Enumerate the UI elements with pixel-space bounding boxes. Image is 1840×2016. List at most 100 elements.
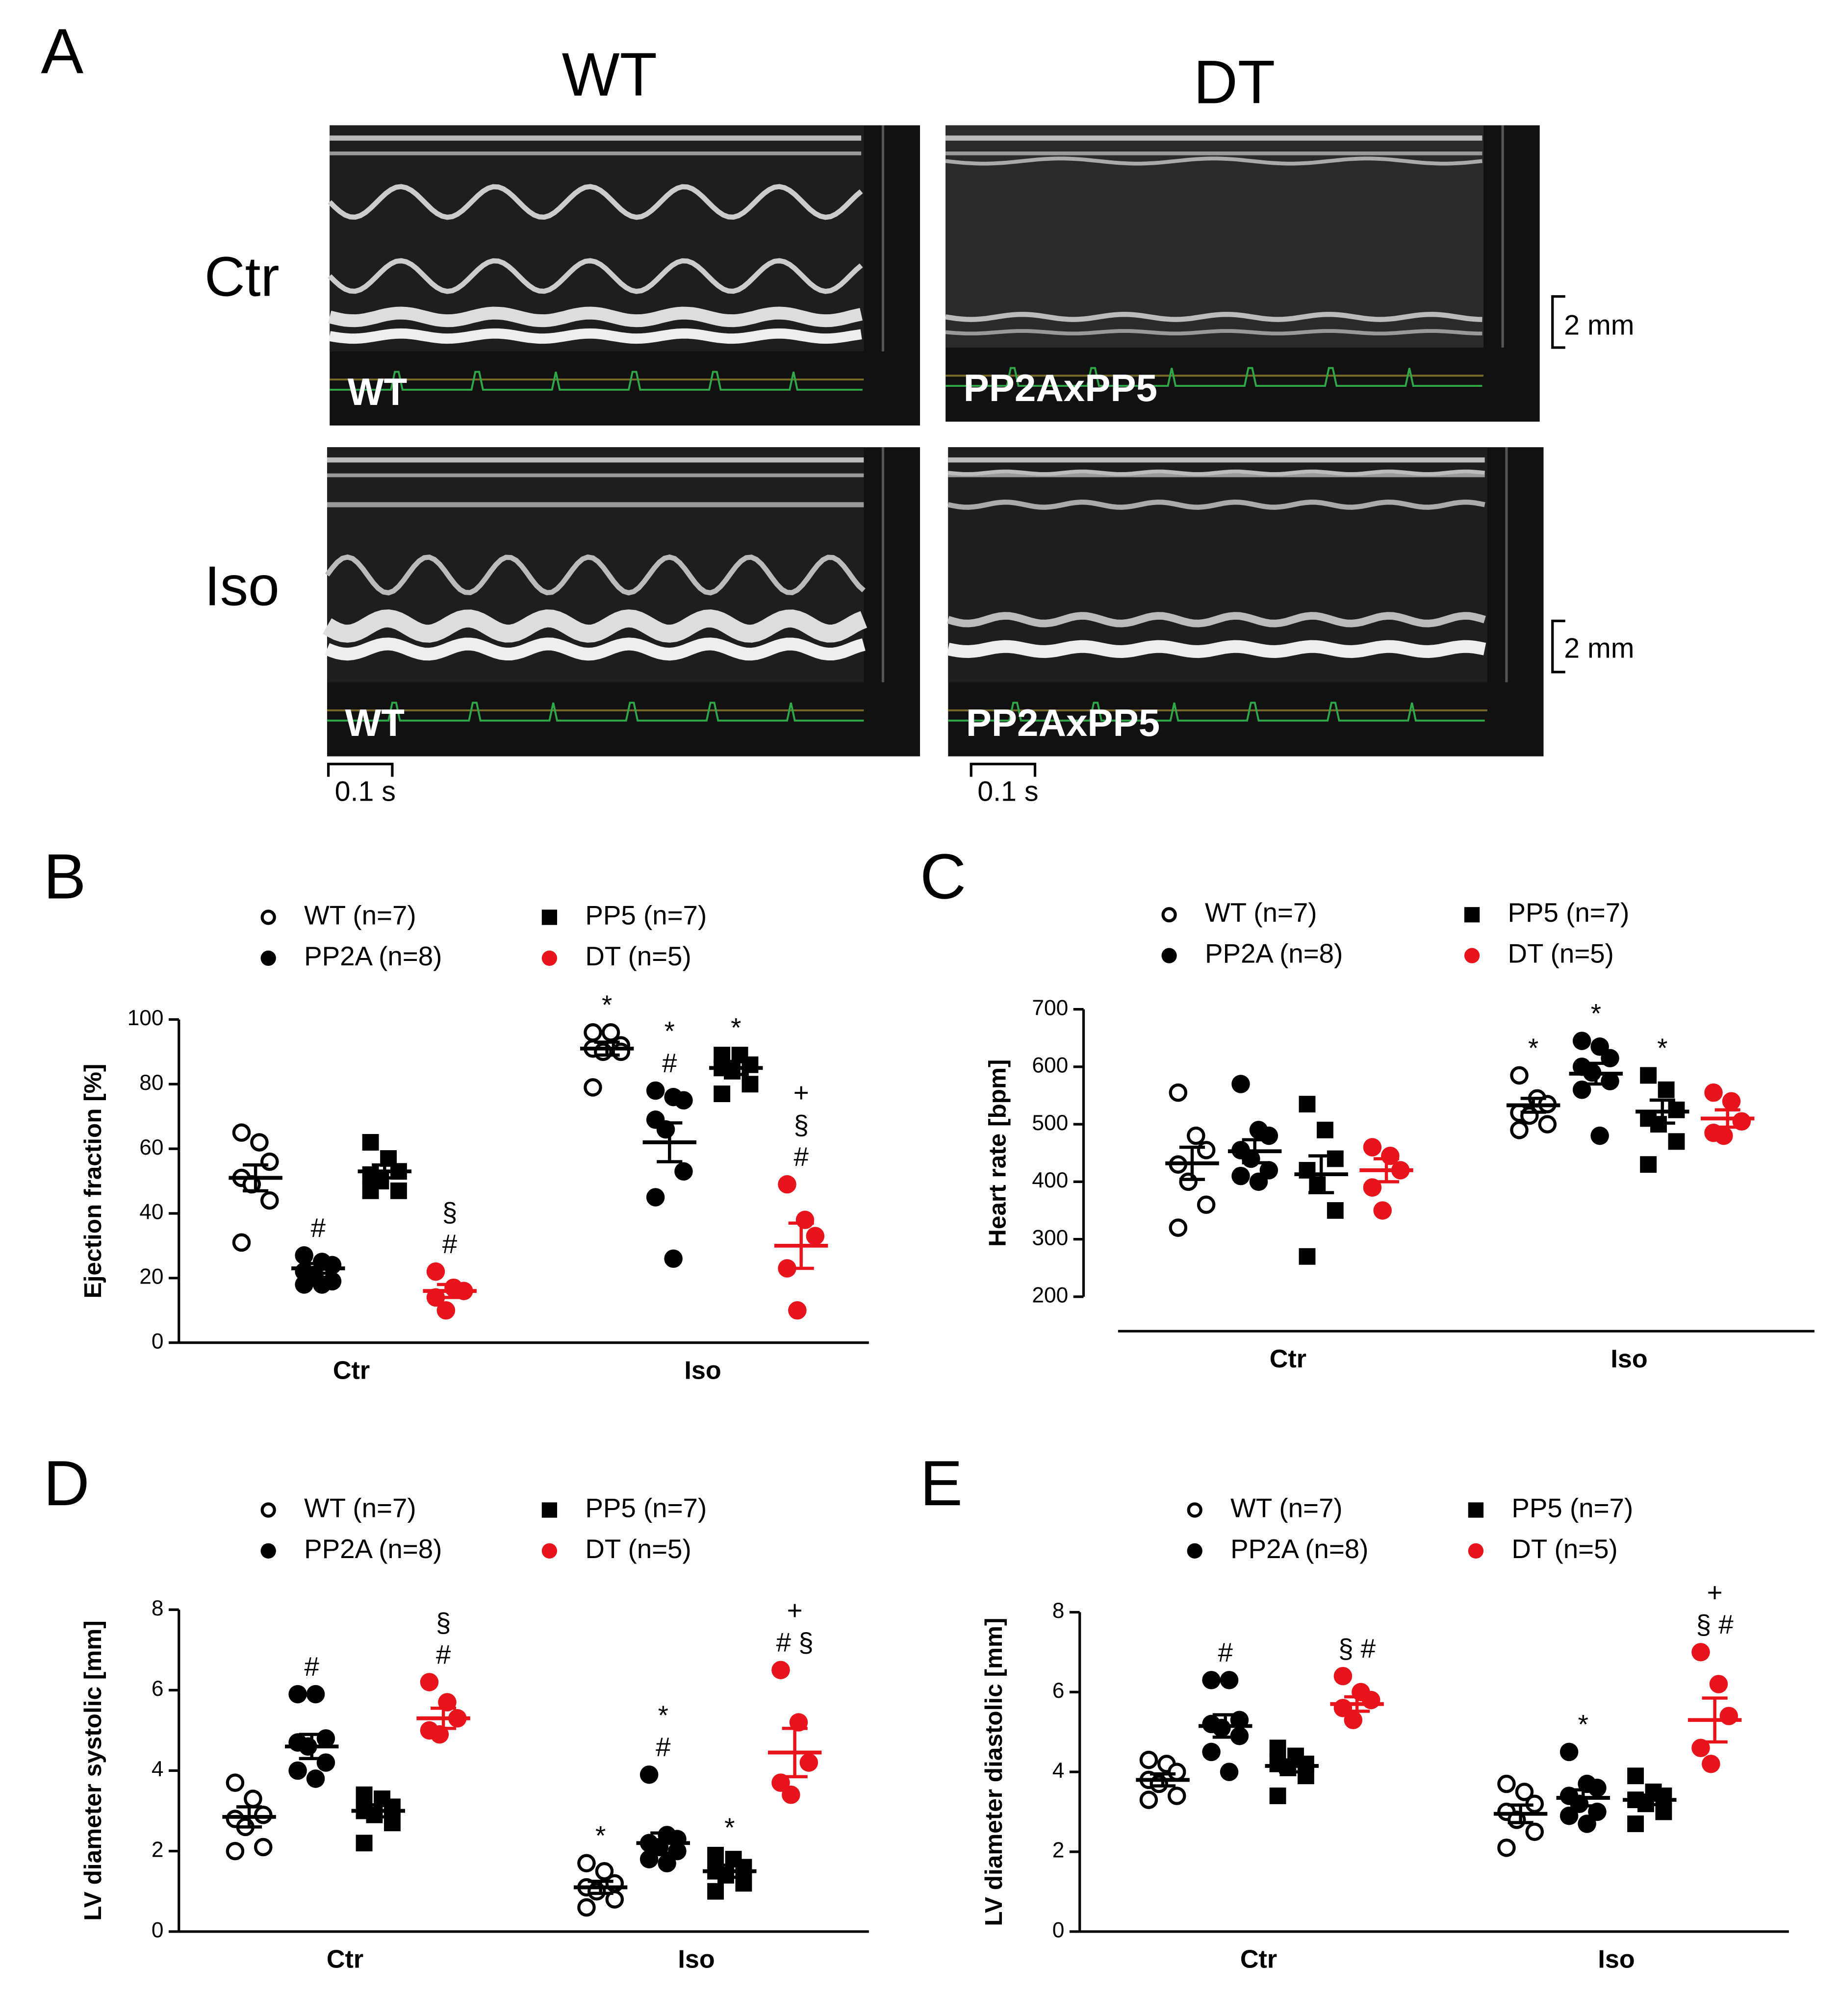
data-point <box>1202 1742 1221 1762</box>
data-point <box>1691 1643 1710 1662</box>
data-point <box>788 1301 807 1320</box>
data-point <box>1588 1778 1607 1797</box>
data-point <box>1510 1066 1529 1085</box>
scale-label: 0.1 s <box>977 776 1038 807</box>
data-point <box>1327 1202 1344 1219</box>
data-point <box>1719 1707 1738 1725</box>
data-point <box>778 1259 796 1278</box>
data-point <box>707 1883 724 1900</box>
data-point <box>724 1062 741 1080</box>
row-title: Ctr <box>204 246 280 308</box>
data-point <box>1373 1201 1392 1220</box>
y-tick-label: 300 <box>1032 1226 1068 1250</box>
significance-mark: * <box>658 1700 668 1730</box>
data-point <box>288 1761 307 1780</box>
significance-mark: * <box>602 989 612 1020</box>
ecg-trace <box>327 702 864 722</box>
data-point <box>1344 1711 1363 1730</box>
data-point <box>362 1134 379 1151</box>
significance-mark: § <box>436 1607 451 1638</box>
legend-marker <box>1468 1502 1484 1518</box>
y-tick-label: 400 <box>1032 1168 1068 1192</box>
data-point <box>1139 1750 1158 1769</box>
legend-marker <box>260 950 276 966</box>
scale-label: 0.1 s <box>335 776 396 807</box>
echo-depth-scale <box>1501 125 1504 348</box>
significance-mark: * <box>724 1812 735 1842</box>
data-point <box>584 1023 602 1042</box>
significance-mark: * <box>731 1012 741 1042</box>
x-tick-label: Ctr <box>1270 1345 1306 1373</box>
legend-marker <box>1187 1543 1202 1559</box>
legend-label: PP2A (n=8) <box>1205 938 1343 969</box>
data-point <box>1197 1195 1216 1214</box>
legend-label: DT (n=5) <box>1511 1534 1617 1564</box>
data-point <box>674 1162 693 1181</box>
y-tick-label: 0 <box>152 1329 164 1353</box>
y-tick-label: 700 <box>1032 996 1068 1020</box>
significance-mark: § <box>442 1197 457 1227</box>
data-point <box>390 1182 407 1199</box>
data-point <box>288 1685 307 1704</box>
data-point <box>226 1841 245 1861</box>
data-point <box>741 1076 759 1093</box>
significance-mark: § <box>793 1109 808 1140</box>
y-tick-label: 8 <box>1052 1599 1065 1623</box>
image-label: PP2AxPP5 <box>966 701 1160 744</box>
data-point <box>646 1081 665 1100</box>
y-tick-label: 0 <box>152 1918 164 1942</box>
data-point <box>1231 1075 1250 1093</box>
x-tick-label: Iso <box>684 1356 721 1385</box>
legend-marker <box>1464 907 1480 923</box>
y-axis-label: Heart rate [bpm] <box>984 1059 1011 1247</box>
panel-letter: E <box>920 1447 963 1519</box>
data-point <box>1299 1248 1316 1265</box>
data-point <box>1538 1115 1557 1134</box>
data-point <box>1722 1092 1741 1110</box>
data-point <box>1333 1666 1353 1686</box>
panel-a: A WT DT Ctr Iso 2 mm 2 mm 0.1 s 0.1 s WT… <box>41 15 1634 807</box>
chart: C 200 300 400 500 600 700 Heart rate [bpm] Ctr Is… <box>920 840 1814 1373</box>
significance-mark: * <box>595 1820 606 1851</box>
data-point <box>1702 1755 1720 1773</box>
data-point <box>646 1188 665 1207</box>
data-point <box>1269 1739 1286 1757</box>
y-tick-label: 200 <box>1032 1284 1068 1308</box>
significance-mark: # <box>662 1048 677 1078</box>
x-tick-label: Ctr <box>333 1356 370 1385</box>
echo-wave <box>325 637 866 661</box>
scale-label: 2 mm <box>1564 309 1634 341</box>
data-point <box>674 1091 693 1110</box>
y-tick-label: 8 <box>152 1596 164 1620</box>
echo-wave <box>945 156 1482 166</box>
legend-marker <box>541 950 558 966</box>
data-point <box>1317 1121 1333 1138</box>
y-tick-label: 40 <box>139 1200 163 1224</box>
significance-mark: + <box>787 1595 803 1626</box>
y-tick-label: 80 <box>139 1071 163 1095</box>
data-point <box>254 1838 273 1857</box>
data-point <box>601 1023 620 1042</box>
data-point <box>658 1854 676 1873</box>
echo-depth-scale <box>881 447 885 682</box>
chart: D 0 2 4 6 8 LV diameter systolic [mm] Ctr Iso WT … <box>44 1447 869 1974</box>
data-point <box>306 1685 325 1704</box>
data-point <box>1590 1126 1609 1145</box>
data-point <box>806 1227 825 1245</box>
x-tick-label: Iso <box>1610 1345 1647 1373</box>
data-point <box>1220 1671 1239 1689</box>
data-point <box>420 1673 439 1691</box>
data-point <box>795 1210 815 1229</box>
significance-mark: # <box>656 1732 671 1762</box>
data-point <box>782 1786 800 1804</box>
data-point <box>577 1898 596 1917</box>
x-tick-label: Ctr <box>327 1945 363 1974</box>
legend-marker <box>541 1502 558 1518</box>
legend-marker <box>1161 907 1177 923</box>
echo-wave <box>945 311 1482 322</box>
data-point <box>1279 1760 1297 1776</box>
significance-mark: # <box>311 1212 326 1243</box>
row-title: Iso <box>204 554 280 617</box>
significance-mark: # <box>305 1651 320 1682</box>
